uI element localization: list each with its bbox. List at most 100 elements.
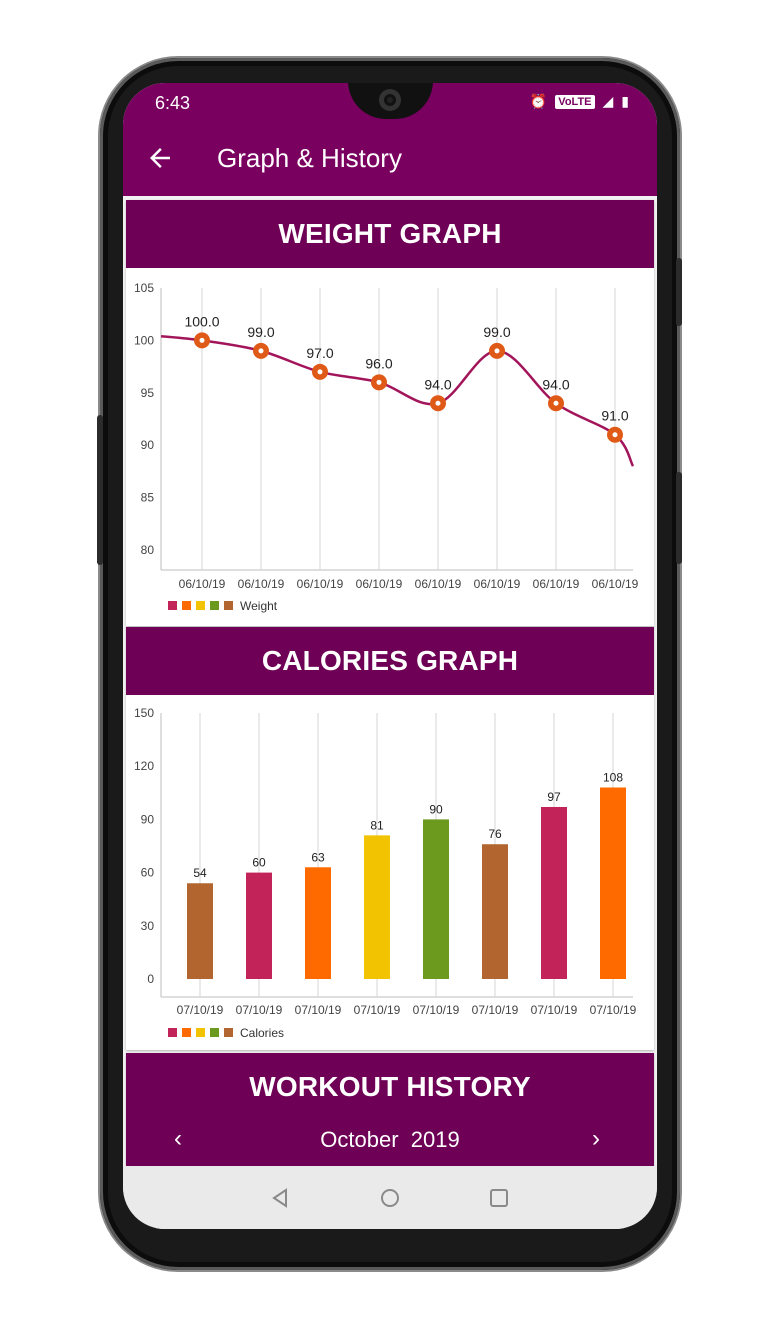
x-tick-label: 07/10/19 [236,1003,283,1017]
calories-bar [187,883,213,979]
y-tick-label: 30 [141,919,155,933]
workout-history-card: WORKOUT HISTORY ‹ October 2019 › [126,1053,654,1183]
weight-point-label: 97.0 [306,345,333,361]
status-icons: ⏰ VoLTE ◢ ▮ [530,93,629,110]
legend-swatch [224,1028,233,1037]
y-tick-label: 95 [141,386,155,400]
front-camera [379,89,401,111]
calories-bar-label: 63 [311,850,325,864]
x-tick-label: 06/10/19 [238,577,285,591]
calories-bar-chart: 150 120 90 60 30 0 07/10/19 07/10/19 07/10/19 07/… [134,706,637,1040]
x-tick-label: 06/10/19 [592,577,639,591]
weight-point-label: 91.0 [601,408,628,424]
weight-data-point-center [258,348,264,354]
weight-legend-label: Weight [240,599,278,613]
y-tick-label: 80 [141,543,155,557]
y-tick-label: 150 [134,706,154,720]
legend-swatch [210,1028,219,1037]
alarm-icon: ⏰ [529,93,548,109]
app-bar: 6:43 ⏰ VoLTE ◢ ▮ Graph & History [123,83,657,196]
nav-home-icon[interactable] [378,1186,402,1210]
nav-recents-icon[interactable] [487,1186,511,1210]
calories-bar [305,867,331,979]
y-tick-label: 60 [141,866,155,880]
y-tick-label: 100 [134,333,154,347]
x-tick-label: 07/10/19 [531,1003,578,1017]
workout-history-header: WORKOUT HISTORY [126,1053,654,1121]
y-tick-label: 90 [141,812,155,826]
legend-swatch [182,601,191,610]
y-tick-label: 85 [141,491,155,505]
legend-swatch [168,601,177,610]
phone-side-button [97,415,103,565]
weight-point-label: 96.0 [365,355,392,371]
calories-bar [541,806,567,979]
x-tick-label: 07/10/19 [413,1003,460,1017]
weight-data-point-center [612,432,618,438]
calories-bar [246,872,272,979]
calories-bar-label: 54 [193,866,207,880]
calories-bar-label: 81 [370,818,384,832]
calories-graph-card: CALORIES GRAPH 150 120 90 60 30 0 07/10/19 07/1… [126,627,654,1050]
calories-bar-label: 76 [488,827,502,841]
calories-bar [482,844,508,979]
system-nav-bar [123,1166,657,1229]
x-tick-label: 07/10/19 [177,1003,224,1017]
legend-swatch [210,601,219,610]
calories-bar-label: 60 [252,856,266,870]
next-month-chevron-icon[interactable]: › [592,1125,600,1152]
x-tick-label: 07/10/19 [590,1003,637,1017]
volte-badge: VoLTE [555,94,595,109]
x-tick-label: 06/10/19 [297,577,344,591]
x-tick-label: 07/10/19 [472,1003,519,1017]
phone-side-button [676,258,682,326]
phone-screen: 6:43 ⏰ VoLTE ◢ ▮ Graph & History WEIGHT … [123,83,657,1229]
signal-icon: ◢ [602,93,614,109]
x-tick-label: 06/10/19 [356,577,403,591]
calories-bar [364,835,390,979]
back-arrow-icon[interactable] [145,143,175,173]
legend-swatch [182,1028,191,1037]
x-tick-label: 06/10/19 [533,577,580,591]
prev-month-chevron-icon[interactable]: ‹ [174,1125,182,1152]
weight-data-point-center [317,369,323,375]
weight-graph-card: WEIGHT GRAPH 105 100 95 90 85 80 06/10/19 06/10… [126,200,654,626]
y-tick-label: 90 [141,438,155,452]
y-tick-label: 0 [147,972,154,986]
legend-swatch [168,1028,177,1037]
calories-legend-label: Calories [240,1026,284,1040]
x-tick-label: 06/10/19 [474,577,521,591]
legend-swatch [196,601,205,610]
calories-bar-label: 108 [603,770,623,784]
calories-bar [600,787,626,979]
weight-data-point-center [376,379,382,385]
weight-point-label: 99.0 [483,324,510,340]
x-tick-label: 07/10/19 [354,1003,401,1017]
legend-swatch [196,1028,205,1037]
x-tick-label: 06/10/19 [179,577,226,591]
calories-bar-label: 90 [429,802,443,816]
legend-swatch [224,601,233,610]
status-time: 6:43 [155,93,191,113]
weight-point-label: 100.0 [184,313,219,329]
calories-bar-label: 97 [547,790,561,804]
weight-data-point-center [494,348,500,354]
battery-icon: ▮ [621,93,629,109]
weight-graph-header: WEIGHT GRAPH [126,200,654,268]
month-label: October 2019 [320,1127,460,1152]
weight-point-label: 94.0 [424,376,451,392]
month-navigator: ‹ October 2019 › [126,1121,654,1152]
weight-point-label: 99.0 [247,324,274,340]
weight-series-line [160,334,635,467]
content-scroll[interactable]: WEIGHT GRAPH 105 100 95 90 85 80 06/10/19 06/10… [123,196,657,1183]
y-tick-label: 105 [134,281,154,295]
weight-point-label: 94.0 [542,376,569,392]
page-title: Graph & History [217,143,402,173]
weight-data-point-center [435,400,441,406]
calories-bar [423,819,449,979]
x-tick-label: 07/10/19 [295,1003,342,1017]
weight-data-point-center [199,337,205,343]
nav-back-icon[interactable] [268,1186,292,1210]
phone-side-button [676,472,682,564]
weight-line-chart: 105 100 95 90 85 80 06/10/19 06/10/19 06/10/19 06… [134,281,639,613]
